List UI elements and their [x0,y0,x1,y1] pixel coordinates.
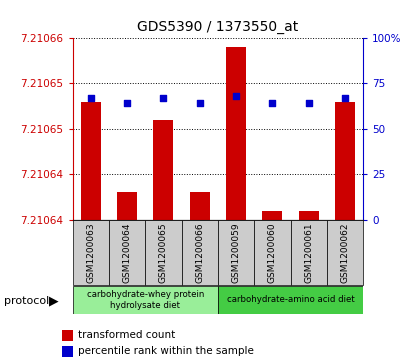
Bar [218,220,254,285]
Point [342,95,348,101]
Bar [154,120,173,220]
Text: protocol: protocol [4,295,49,306]
Text: GSM1200059: GSM1200059 [232,222,241,283]
Bar [190,192,210,220]
Point [196,101,203,106]
Text: transformed count: transformed count [78,330,175,340]
Text: GSM1200063: GSM1200063 [86,222,95,283]
Bar [226,47,246,220]
Text: ▶: ▶ [49,294,59,307]
Text: percentile rank within the sample: percentile rank within the sample [78,346,254,356]
Point [305,101,312,106]
Point [160,95,167,101]
Bar [262,211,282,220]
Bar [335,102,355,220]
Bar [290,220,327,285]
Bar [327,220,363,285]
Bar [117,192,137,220]
Text: GSM1200065: GSM1200065 [159,222,168,283]
Text: GSM1200064: GSM1200064 [122,222,132,282]
Text: GSM1200060: GSM1200060 [268,222,277,283]
Bar [109,220,145,285]
Bar [73,286,218,314]
Bar [299,211,319,220]
Text: GSM1200061: GSM1200061 [304,222,313,283]
Bar [218,286,363,314]
Point [124,101,130,106]
Text: GSM1200066: GSM1200066 [195,222,204,283]
Point [88,95,94,101]
Text: carbohydrate-whey protein
hydrolysate diet: carbohydrate-whey protein hydrolysate di… [87,290,204,310]
Text: GSM1200062: GSM1200062 [340,222,349,282]
Point [269,101,276,106]
Title: GDS5390 / 1373550_at: GDS5390 / 1373550_at [137,20,298,34]
Point [233,93,239,99]
Bar [254,220,290,285]
Bar [81,102,101,220]
Bar [73,220,109,285]
Bar [145,220,181,285]
Bar [181,220,218,285]
Text: carbohydrate-amino acid diet: carbohydrate-amino acid diet [227,295,354,304]
